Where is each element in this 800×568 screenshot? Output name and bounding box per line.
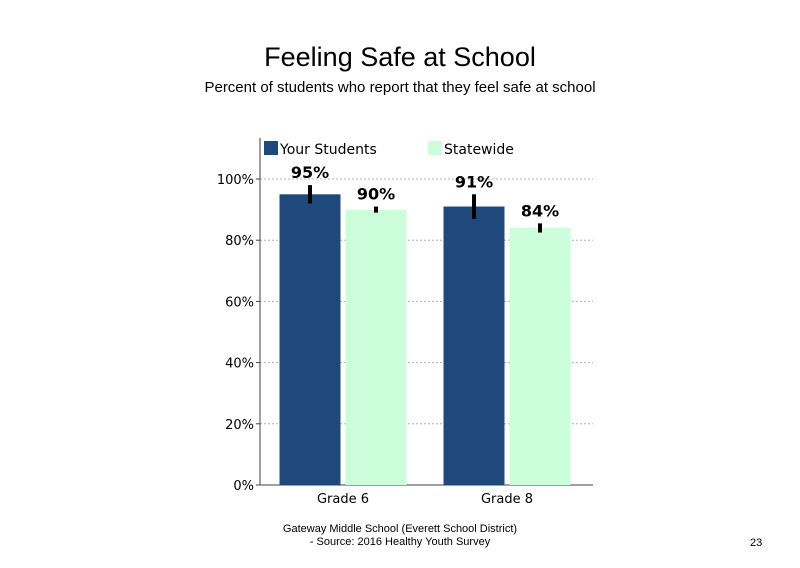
data-label: 90% xyxy=(357,185,395,204)
data-label: 84% xyxy=(521,201,559,220)
x-tick-label: Grade 8 xyxy=(481,492,533,507)
bar-statewide xyxy=(509,227,571,485)
y-tick-label: 60% xyxy=(225,295,254,310)
y-tick-label: 20% xyxy=(225,418,254,433)
y-tick-label: 100% xyxy=(217,173,254,188)
source-footer: Gateway Middle School (Everett School Di… xyxy=(250,523,550,549)
y-tick-label: 40% xyxy=(225,357,254,372)
bar-your-students xyxy=(443,206,505,486)
legend-label: Statewide xyxy=(444,142,514,158)
bar-statewide xyxy=(345,209,407,485)
x-tick-label: Grade 6 xyxy=(317,492,369,507)
y-tick-label: 0% xyxy=(233,479,254,494)
data-label: 91% xyxy=(455,172,493,191)
data-label: 95% xyxy=(291,163,329,182)
page-number: 23 xyxy=(750,537,763,549)
legend-label: Your Students xyxy=(279,142,377,158)
footer-school: Gateway Middle School (Everett School Di… xyxy=(282,523,518,535)
chart-title: Feeling Safe at School xyxy=(264,42,536,72)
footer-source: - Source: 2016 Healthy Youth Survey xyxy=(309,536,491,548)
bar-your-students xyxy=(279,194,341,486)
chart-subtitle: Percent of students who report that they… xyxy=(204,79,596,96)
y-tick-label: 80% xyxy=(225,234,254,249)
legend-swatch xyxy=(428,141,442,155)
legend-swatch xyxy=(264,141,278,155)
